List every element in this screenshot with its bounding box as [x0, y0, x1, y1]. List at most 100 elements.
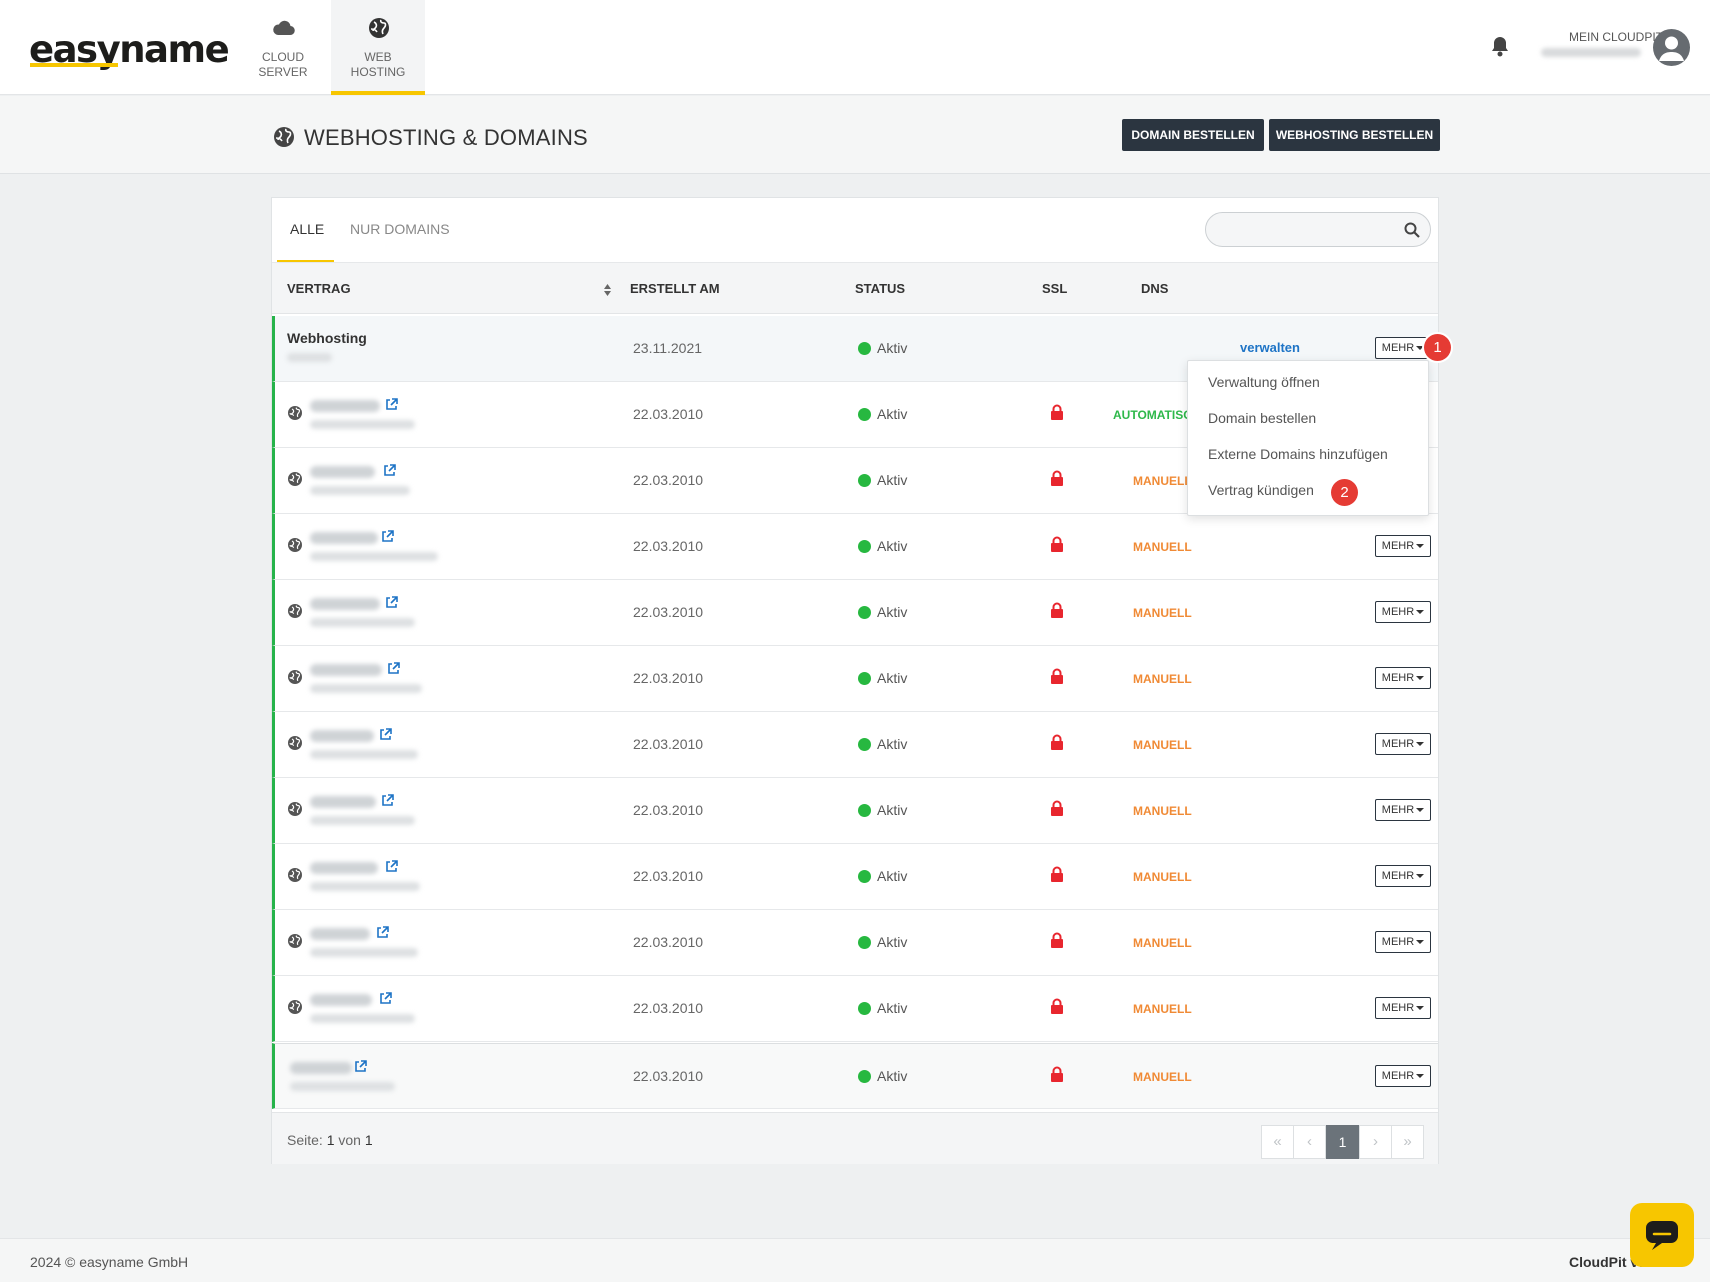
caret-down-icon [1416, 874, 1425, 878]
external-link-icon[interactable] [385, 860, 398, 873]
menu-open-admin[interactable]: Verwaltung öffnen [1208, 374, 1320, 390]
domain-name-redacted[interactable] [310, 862, 378, 874]
caret-down-icon [1416, 1074, 1425, 1078]
status-dot [858, 738, 871, 751]
domain-name-redacted[interactable] [290, 1062, 352, 1074]
first-page-button[interactable]: « [1261, 1125, 1294, 1159]
table-row: 22.03.2010 Aktiv MANUELL MEHR [272, 910, 1438, 976]
external-link-icon[interactable] [381, 794, 394, 807]
status: Aktiv [858, 868, 907, 884]
status-dot [858, 342, 871, 355]
status: Aktiv [858, 1000, 907, 1016]
contract-id-redacted [287, 353, 332, 362]
mehr-button[interactable]: MEHR [1375, 997, 1431, 1019]
page-1-button[interactable]: 1 [1326, 1125, 1359, 1159]
external-link-icon[interactable] [379, 992, 392, 1005]
domain-name-redacted[interactable] [310, 730, 374, 742]
table-row: 22.03.2010 Aktiv MANUELL MEHR [272, 514, 1438, 580]
manage-link[interactable]: verwalten [1240, 340, 1300, 355]
status-text: Aktiv [877, 340, 908, 356]
chat-button[interactable] [1630, 1203, 1694, 1267]
domain-sub-redacted [310, 750, 418, 759]
mehr-label: MEHR [1381, 672, 1415, 684]
globe-icon [287, 801, 303, 817]
external-link-icon[interactable] [385, 398, 398, 411]
tab-all[interactable]: ALLE [290, 221, 325, 237]
domain-name-redacted[interactable] [310, 664, 382, 676]
mehr-button[interactable]: MEHR [1375, 667, 1431, 689]
col-contract[interactable]: VERTRAG [287, 281, 351, 296]
domain-name-redacted[interactable] [310, 796, 376, 808]
footer: 2024 © easyname GmbH CloudPit v7.2.4.0 [0, 1238, 1710, 1282]
dns-mode: MANUELL [1133, 738, 1192, 752]
lock-icon [1050, 998, 1064, 1014]
status: Aktiv [858, 538, 907, 554]
mehr-button[interactable]: MEHR [1375, 601, 1431, 623]
search-icon[interactable] [1404, 222, 1420, 238]
dns-mode: MANUELL [1133, 540, 1192, 554]
mehr-button[interactable]: MEHR [1375, 733, 1431, 755]
mehr-button[interactable]: MEHR [1375, 931, 1431, 953]
external-link-icon[interactable] [385, 596, 398, 609]
pagination-bar: Seite: 1 von 1 « ‹ 1 › » [272, 1112, 1438, 1164]
user-avatar[interactable] [1653, 29, 1690, 66]
domain-name-redacted[interactable] [310, 598, 380, 610]
page-total: 1 [364, 1132, 373, 1148]
domain-name-redacted[interactable] [310, 994, 372, 1006]
external-link-icon[interactable] [381, 530, 394, 543]
tab-only-domains[interactable]: NUR DOMAINS [350, 221, 450, 237]
globe-icon [287, 537, 303, 553]
order-domain-button[interactable]: DOMAIN BESTELLEN [1122, 119, 1264, 151]
nav-tab-web-line2: HOSTING [350, 65, 406, 79]
mehr-button[interactable]: MEHR [1375, 337, 1431, 359]
nav-tab-web-hosting[interactable]: WEB HOSTING [331, 0, 425, 95]
external-link-icon[interactable] [383, 464, 396, 477]
external-link-icon[interactable] [376, 926, 389, 939]
next-page-button[interactable]: › [1359, 1125, 1392, 1159]
account-label[interactable]: MEIN CLOUDPIT [1568, 30, 1663, 44]
cloud-icon [273, 20, 295, 36]
mehr-button[interactable]: MEHR [1375, 799, 1431, 821]
mehr-button[interactable]: MEHR [1375, 1065, 1431, 1087]
globe-icon [287, 669, 303, 685]
caret-down-icon [1416, 676, 1425, 680]
dns-mode: MANUELL [1133, 474, 1192, 488]
contracts-card: ALLE NUR DOMAINS VERTRAG ERSTELLT AM STA… [271, 197, 1439, 1164]
search-input[interactable] [1205, 212, 1431, 247]
nav-tab-cloud-server[interactable]: CLOUD SERVER [236, 0, 330, 95]
menu-cancel-contract[interactable]: Vertrag kündigen [1208, 482, 1314, 498]
external-link-icon[interactable] [387, 662, 400, 675]
logo-underline [30, 63, 118, 67]
order-webhosting-button[interactable]: WEBHOSTING BESTELLEN [1269, 119, 1440, 151]
menu-order-domain[interactable]: Domain bestellen [1208, 410, 1317, 426]
page-current: 1 [326, 1132, 335, 1148]
globe-icon [287, 603, 303, 619]
bell-icon[interactable] [1490, 35, 1510, 57]
status-text: Aktiv [877, 736, 908, 752]
account-email-redacted [1541, 48, 1641, 57]
domain-sub-redacted [310, 816, 415, 825]
mehr-button[interactable]: MEHR [1375, 535, 1431, 557]
status: Aktiv [858, 1068, 907, 1084]
menu-add-external-domains[interactable]: Externe Domains hinzufügen [1208, 446, 1388, 462]
domain-name-redacted[interactable] [310, 466, 375, 478]
last-page-button[interactable]: » [1391, 1125, 1424, 1159]
dns-mode: MANUELL [1133, 672, 1192, 686]
lock-icon [1050, 866, 1064, 882]
sort-icon[interactable] [603, 283, 612, 297]
created-date: 22.03.2010 [633, 406, 704, 422]
created-date: 22.03.2010 [633, 802, 704, 818]
domain-name-redacted[interactable] [310, 532, 378, 544]
domain-name-redacted[interactable] [310, 928, 370, 940]
prev-page-button[interactable]: ‹ [1293, 1125, 1326, 1159]
mehr-button[interactable]: MEHR [1375, 865, 1431, 887]
domain-name-redacted[interactable] [310, 400, 380, 412]
status-text: Aktiv [877, 538, 908, 554]
caret-down-icon [1416, 346, 1425, 350]
caret-down-icon [1416, 610, 1425, 614]
external-link-icon[interactable] [354, 1060, 367, 1073]
external-link-icon[interactable] [379, 728, 392, 741]
status-dot [858, 1002, 871, 1015]
created-date: 22.03.2010 [633, 934, 704, 950]
status-text: Aktiv [877, 406, 908, 422]
